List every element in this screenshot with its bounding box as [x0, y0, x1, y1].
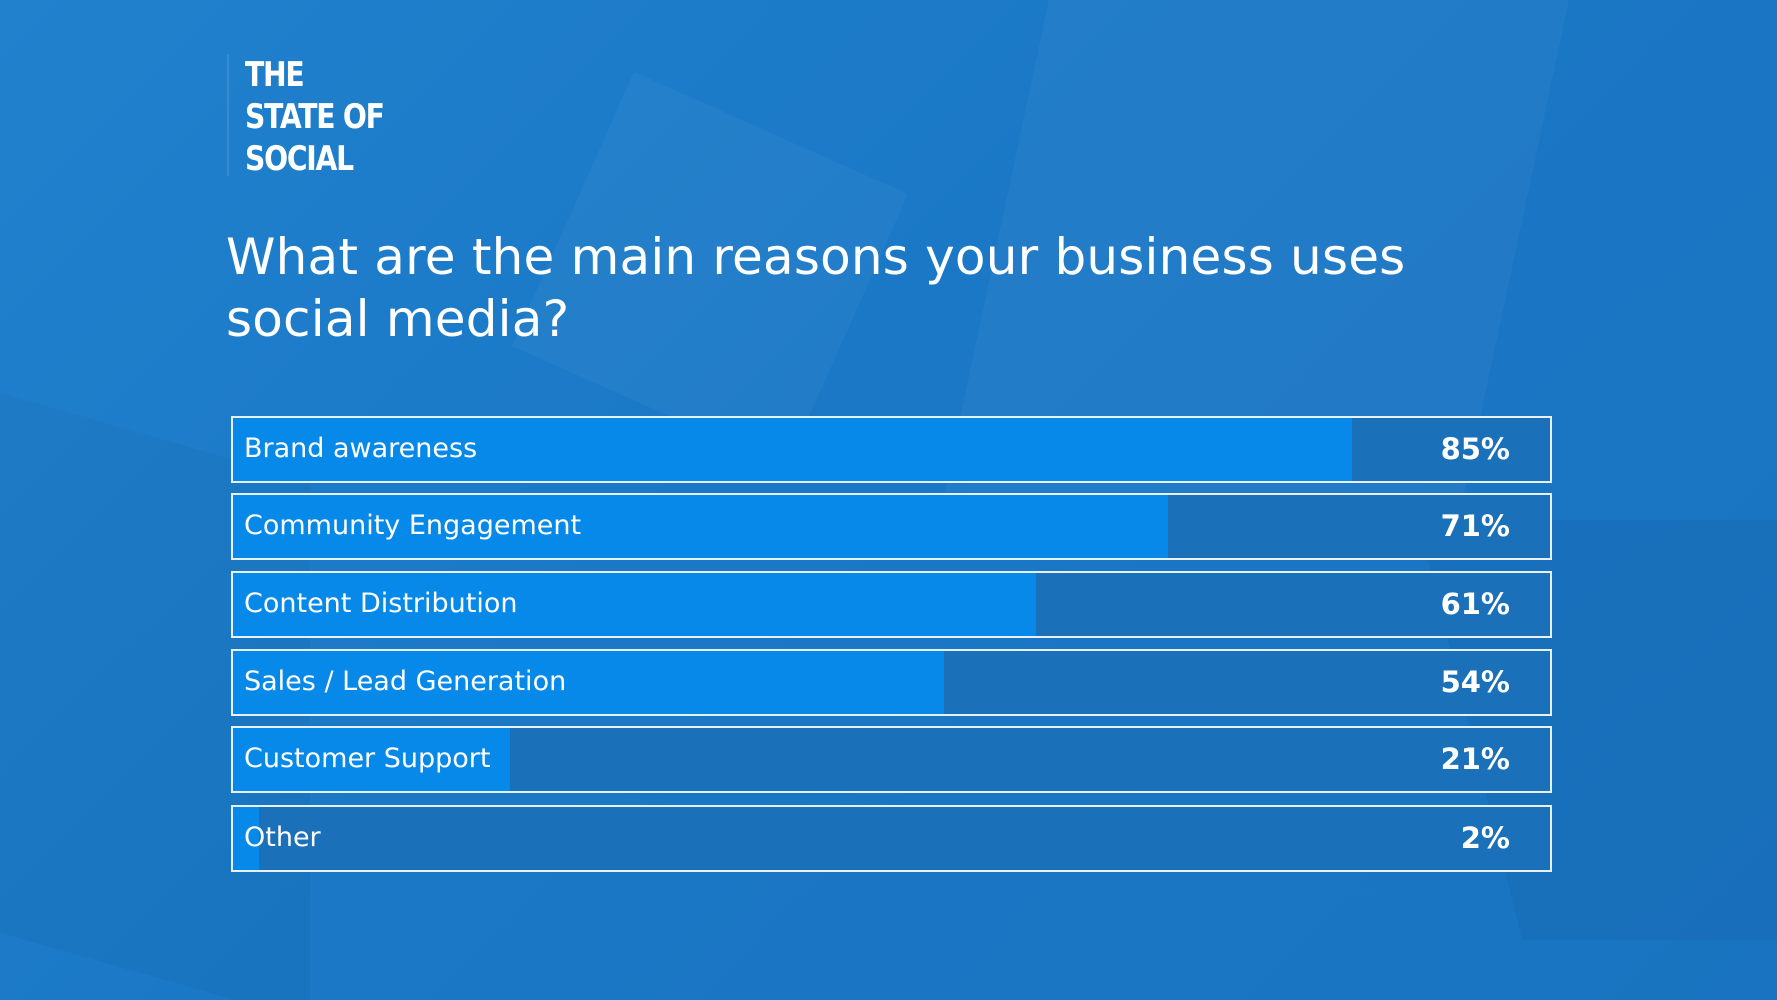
category-label: Community Engagement	[244, 510, 582, 541]
bar	[233, 495, 1169, 558]
bar-row: Community Engagement 71%	[231, 493, 1552, 560]
bar-chart: Brand awareness 85% Community Engagement 71…	[231, 416, 1552, 928]
bar-row: Brand awareness 85%	[231, 416, 1552, 483]
chart-title: What are the main reasons your business …	[226, 228, 1406, 348]
category-label: Customer Support	[244, 743, 491, 774]
value-label: 71%	[1440, 509, 1510, 543]
bar-row: Other 2%	[231, 805, 1552, 872]
value-label: 85%	[1440, 432, 1510, 466]
value-label: 61%	[1440, 587, 1510, 621]
category-label: Content Distribution	[244, 588, 518, 619]
value-label: 2%	[1460, 821, 1510, 855]
value-label: 21%	[1440, 742, 1510, 776]
category-label: Brand awareness	[244, 433, 478, 464]
bar	[233, 728, 510, 791]
brand-line-3: SOCIAL	[245, 139, 354, 179]
brand-logo: THE STATE OF SOCIAL	[227, 54, 412, 179]
brand-line-1: THE	[245, 55, 305, 95]
bar	[233, 418, 1353, 481]
bar-row: Content Distribution 61%	[231, 571, 1552, 638]
bar-row: Sales / Lead Generation 54%	[231, 649, 1552, 716]
value-label: 54%	[1440, 665, 1510, 699]
bar	[233, 807, 260, 870]
bar-row: Customer Support 21%	[231, 726, 1552, 793]
brand-line-2: STATE OF	[245, 97, 385, 137]
category-label: Other	[244, 822, 321, 853]
category-label: Sales / Lead Generation	[244, 666, 567, 697]
bar	[233, 651, 945, 714]
bar	[233, 573, 1037, 636]
